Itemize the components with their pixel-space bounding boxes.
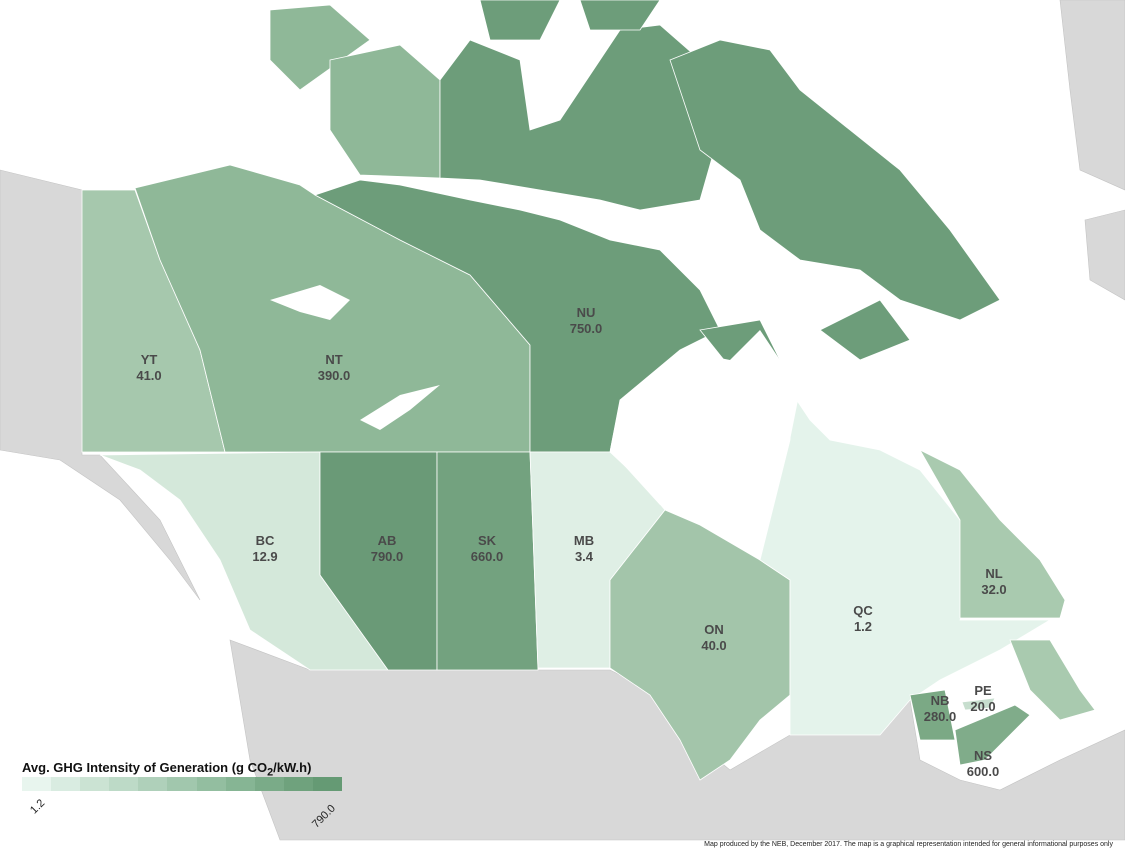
legend-swatch xyxy=(167,777,197,791)
region-value: 750.0 xyxy=(569,321,603,336)
region-label-sk: SK 660.0 xyxy=(471,533,504,565)
region-label-qc: QC 1.2 xyxy=(853,603,873,635)
region-nb[interactable] xyxy=(909,689,956,741)
region-on[interactable] xyxy=(609,509,791,781)
region-code: BC xyxy=(255,533,275,548)
region-label-nu: NU 750.0 xyxy=(570,305,603,337)
region-value: 41.0 xyxy=(136,368,162,383)
legend-swatch xyxy=(22,777,52,791)
legend-title-text: Avg. GHG Intensity of Generation (g CO xyxy=(22,760,268,775)
legend-swatch xyxy=(312,777,343,791)
region-code: NB xyxy=(930,693,950,708)
region-nt[interactable] xyxy=(329,44,441,179)
region-value: 3.4 xyxy=(574,549,594,564)
region-label-bc: BC 12.9 xyxy=(252,533,277,565)
region-label-on: ON 40.0 xyxy=(701,622,726,654)
legend-title-subscript: 2 xyxy=(267,766,274,779)
region-code: ON xyxy=(704,622,724,637)
region-nl[interactable] xyxy=(918,449,1066,619)
region-code: PE xyxy=(974,683,992,698)
legend-swatch xyxy=(51,777,81,791)
region-nl[interactable] xyxy=(1009,639,1096,721)
region-value: 660.0 xyxy=(470,549,504,564)
legend-swatch xyxy=(109,777,139,791)
legend-title-suffix: /kW.h) xyxy=(273,760,312,775)
region-code: YT xyxy=(140,352,158,367)
region-ab[interactable] xyxy=(319,451,438,671)
region-label-pe: PE 20.0 xyxy=(970,683,995,715)
region-code: AB xyxy=(377,533,397,548)
region-code: SK xyxy=(477,533,497,548)
region-nu[interactable] xyxy=(579,0,661,31)
region-code: NL xyxy=(985,566,1003,581)
greenland-south xyxy=(1084,209,1125,301)
region-code: NU xyxy=(576,305,596,320)
legend-title: Avg. GHG Intensity of Generation (g CO2/… xyxy=(22,760,311,779)
map-credit: Map produced by the NEB, December 2017. … xyxy=(704,841,1113,848)
region-code: NS xyxy=(973,748,993,763)
region-pe[interactable] xyxy=(961,697,996,711)
region-label-nt: NT 390.0 xyxy=(318,352,351,384)
legend-swatch xyxy=(196,777,226,791)
region-label-ab: AB 790.0 xyxy=(371,533,404,565)
legend-swatch xyxy=(225,777,255,791)
region-value: 1.2 xyxy=(853,619,873,634)
region-value: 20.0 xyxy=(970,699,996,714)
region-code: MB xyxy=(573,533,595,548)
region-label-nl: NL 32.0 xyxy=(981,566,1006,598)
region-label-mb: MB 3.4 xyxy=(574,533,594,565)
legend-color-scale xyxy=(22,777,343,791)
region-value: 32.0 xyxy=(981,582,1007,597)
region-label-yt: YT 41.0 xyxy=(136,352,161,384)
legend-swatch xyxy=(283,777,313,791)
region-label-nb: NB 280.0 xyxy=(924,693,957,725)
region-nu[interactable] xyxy=(313,179,721,453)
hudson-bay xyxy=(610,330,800,560)
region-value: 600.0 xyxy=(966,764,1000,779)
region-ns[interactable] xyxy=(954,704,1031,766)
region-value: 280.0 xyxy=(923,709,957,724)
region-nu[interactable] xyxy=(819,299,911,361)
region-value: 40.0 xyxy=(701,638,727,653)
legend-swatch xyxy=(80,777,110,791)
region-sk[interactable] xyxy=(436,451,539,671)
greenland-land xyxy=(1059,0,1125,191)
region-nu[interactable] xyxy=(439,24,721,211)
legend-swatch xyxy=(138,777,168,791)
legend-swatch xyxy=(254,777,284,791)
region-value: 790.0 xyxy=(370,549,404,564)
region-value: 12.9 xyxy=(252,549,278,564)
region-nu[interactable] xyxy=(479,0,561,41)
region-value: 390.0 xyxy=(317,368,351,383)
region-code: QC xyxy=(853,603,873,618)
great-bear-lake xyxy=(270,285,350,320)
great-slave-lake xyxy=(360,385,440,430)
region-nu[interactable] xyxy=(669,39,1001,321)
region-label-ns: NS 600.0 xyxy=(967,748,1000,780)
region-code: NT xyxy=(325,352,343,367)
